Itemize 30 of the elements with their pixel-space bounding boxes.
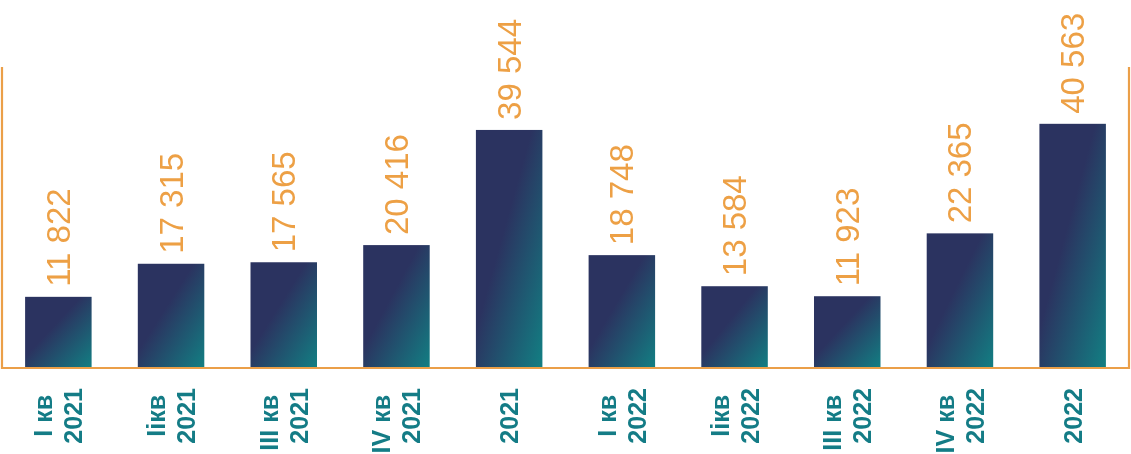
bar [701,286,768,368]
data-label: 39 544 [490,19,528,120]
x-tick-label: IV кв 2022 [930,388,989,454]
x-tick-label: IV кв 2021 [367,387,426,454]
data-label: 11 822 [39,188,77,287]
data-label: 22 365 [941,122,979,224]
x-tick-label: Iiкв 2021 [142,387,201,444]
x-tick-label: III кв 2022 [818,388,877,451]
bar [137,263,205,368]
bar [814,296,881,368]
bar [926,233,994,368]
bar [475,129,543,368]
bar [363,245,430,368]
data-label: 18 748 [603,144,641,246]
x-tick-label: III кв 2021 [254,387,313,451]
data-label: 13 584 [716,175,754,277]
bar [250,262,317,368]
x-tick-label: Iiкв 2022 [705,388,764,444]
data-label: 40 563 [1054,12,1092,114]
data-label: 11 923 [828,187,866,287]
bar [1039,123,1106,368]
x-tick-label: I кв 2021 [29,387,88,444]
x-tick-label: 2021 [495,387,524,444]
x-tick-label: I кв 2022 [592,388,651,444]
data-label: 20 416 [377,134,415,236]
bar [588,255,656,368]
data-label: 17 315 [152,152,190,254]
bar [25,296,92,368]
x-tick-label: 2022 [1058,388,1087,444]
data-label: 17 565 [265,151,303,253]
